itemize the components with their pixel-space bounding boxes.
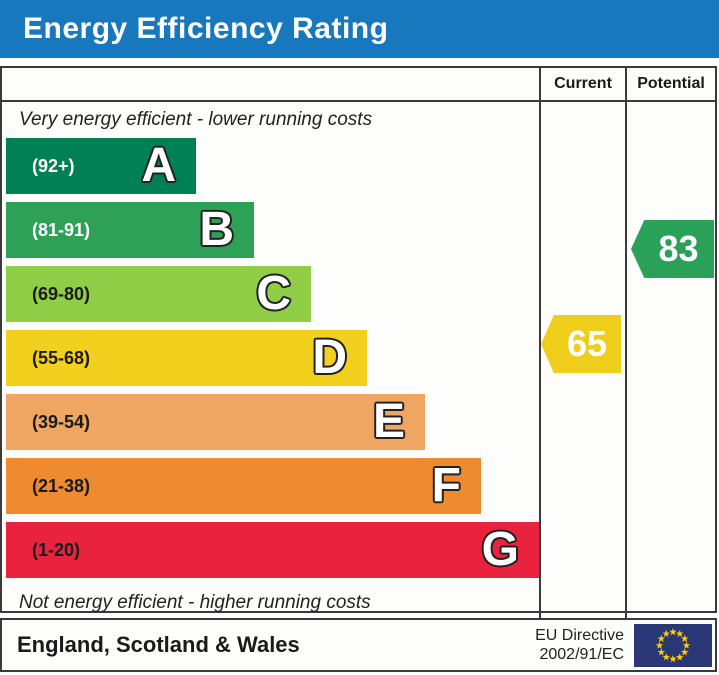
chart-body: Very energy efficient - lower running co… (2, 102, 715, 619)
band-bar-d: (55-68) D (6, 330, 367, 386)
bands-header-spacer (2, 68, 541, 100)
band-range-label: (69-80) (32, 283, 91, 304)
potential-arrow: 83 (631, 220, 714, 278)
eu-directive-label: EU Directive 2002/91/EC (535, 626, 624, 664)
band-row-b: (81-91) B (6, 202, 539, 258)
band-letter: D (312, 331, 347, 384)
band-range-label: (81-91) (32, 219, 91, 240)
column-header-current: Current (541, 68, 627, 100)
band-row-e: (39-54) E (6, 394, 539, 450)
band-bar-c: (69-80) C (6, 266, 311, 322)
band-row-g: (1-20) G (6, 522, 539, 578)
band-range-label: (1-20) (32, 539, 81, 560)
page-title: Energy Efficiency Rating (23, 12, 389, 45)
region-label: England, Scotland & Wales (17, 632, 300, 657)
band-bar-f: (21-38) F (6, 458, 481, 514)
band-range-label: (92+) (32, 155, 75, 176)
column-header-potential: Potential (637, 75, 705, 92)
band-letter: E (372, 395, 405, 448)
band-bar-e: (39-54) E (6, 394, 425, 450)
bottom-note: Not energy efficient - higher running co… (19, 591, 371, 613)
band-row-a: (92+) A (6, 138, 539, 194)
band-letter: C (256, 267, 291, 320)
top-note: Very energy efficient - lower running co… (19, 109, 373, 130)
potential-value: 83 (658, 228, 699, 269)
epc-rating-chart: Current Potential Very energy efficient … (0, 66, 717, 619)
band-range-label: (55-68) (32, 347, 91, 368)
band-letter: A (141, 139, 176, 192)
footer-bar: England, Scotland & Wales EU Directive 2… (0, 618, 717, 672)
potential-column: 83 (627, 102, 715, 619)
band-letter: B (199, 203, 234, 256)
current-arrow: 65 (541, 315, 621, 373)
chart-header-row: Current Potential (2, 68, 715, 102)
eu-directive-line2: 2002/91/EC (539, 646, 624, 663)
eu-flag-icon (634, 623, 712, 667)
page-title-bar: Energy Efficiency Rating (0, 0, 719, 58)
bands-column: Very energy efficient - lower running co… (2, 102, 541, 619)
band-row-c: (69-80) C (6, 266, 539, 322)
eu-flag-stars (655, 627, 691, 662)
band-range-label: (39-54) (32, 411, 91, 432)
band-letter: F (431, 459, 461, 512)
band-letter: G (481, 523, 519, 576)
band-bar-a: (92+) A (6, 138, 196, 194)
current-value: 65 (566, 323, 608, 364)
band-range-label: (21-38) (32, 475, 91, 496)
band-bar-g: (1-20) G (6, 522, 539, 578)
band-bar-b: (81-91) B (6, 202, 254, 258)
eu-directive-line1: EU Directive (535, 627, 624, 644)
current-column: 65 (541, 102, 627, 619)
band-row-f: (21-38) F (6, 458, 539, 514)
band-row-d: (55-68) D (6, 330, 539, 386)
